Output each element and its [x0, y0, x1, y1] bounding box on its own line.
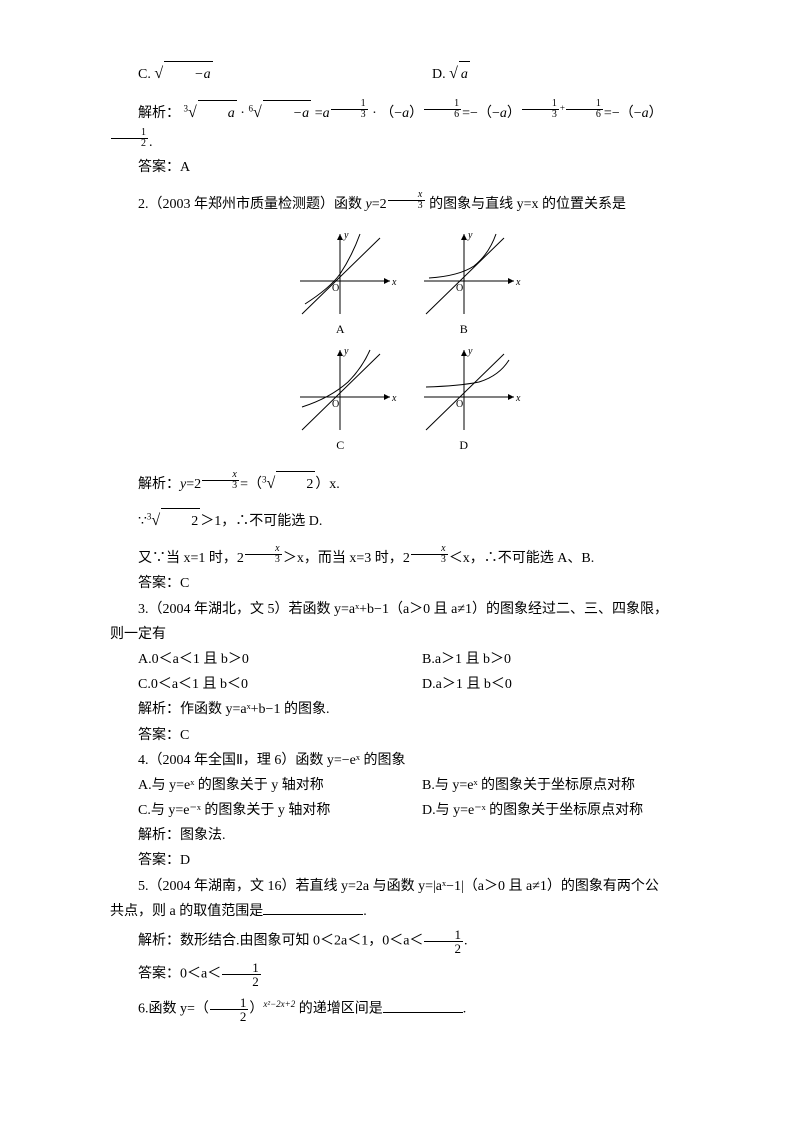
q2-stem: 2.（2003 年郑州市质量检测题）函数 y=2x3 的图象与直线 y=x 的位…: [110, 190, 694, 217]
q4-options-2: C.与 y=e⁻ˣ 的图象关于 y 轴对称 D.与 y=e⁻ˣ 的图象关于坐标原…: [110, 798, 694, 823]
svg-text:x: x: [391, 393, 397, 404]
q2-answer: 答案：C: [110, 571, 694, 596]
diagram-d: x y O: [404, 342, 524, 437]
diagram-a: x y O: [280, 226, 400, 321]
label-d: D: [404, 435, 524, 457]
svg-text:y: y: [467, 230, 473, 241]
q6-b: 的递增区间是: [295, 1002, 383, 1017]
q5-analysis: 解析：数形结合.由图象可知 0＜2a＜1，0＜a＜12.: [110, 928, 694, 955]
svg-text:O: O: [456, 283, 463, 294]
q2-line3: 又∵当 x=1 时，2x3＞x，而当 x=3 时，2x3＜x，∴不可能选 A、B…: [110, 544, 694, 571]
q1-answer: 答案：A: [110, 155, 694, 180]
q3-stem: 3.（2004 年湖北，文 5）若函数 y=aˣ+b−1（a＞0 且 a≠1）的…: [110, 597, 694, 622]
q2-tail: 的图象与直线 y=x 的位置关系是: [426, 198, 626, 213]
q3-analysis: 解析：作函数 y=aˣ+b−1 的图象.: [110, 697, 694, 722]
blank-line: [383, 998, 463, 1013]
q4-analysis: 解析：图象法.: [110, 823, 694, 848]
label-c: C: [280, 435, 400, 457]
because-symbol: ∵: [138, 514, 147, 529]
q4-options-1: A.与 y=eˣ 的图象关于 y 轴对称 B.与 y=eˣ 的图象关于坐标原点对…: [110, 773, 694, 798]
svg-text:O: O: [332, 399, 339, 410]
svg-text:y: y: [467, 346, 473, 357]
q2-line3-a: 又∵当 x=1 时，: [138, 551, 237, 566]
label-b: B: [404, 319, 524, 341]
q2-line2-tail: ＞1，∴不可能选 D.: [200, 514, 322, 529]
q5-stem-cont: 共点，则 a 的取值范围是.: [110, 899, 694, 924]
q6-exp: x²−2x+2: [263, 999, 295, 1009]
svg-text:x: x: [391, 277, 397, 288]
q3-d: D.a＞1 且 b＜0: [382, 672, 694, 697]
q3-b: B.a＞1 且 b＞0: [382, 647, 694, 672]
q3-options-1: A.0＜a＜1 且 b＞0 B.a＞1 且 b＞0: [110, 647, 694, 672]
svg-text:x: x: [515, 393, 521, 404]
q6-stem: 6.函数 y=（12）x²−2x+2 的递增区间是.: [110, 996, 694, 1023]
svg-text:y: y: [343, 230, 349, 241]
q3-stem-cont: 则一定有: [110, 622, 694, 647]
blank-line: [263, 900, 363, 915]
q5-ans-text: 答案：0＜a＜: [138, 967, 221, 982]
option-c: C. √−a: [110, 60, 372, 89]
svg-text:y: y: [343, 346, 349, 357]
svg-text:x: x: [515, 277, 521, 288]
q2-line3-b: ＞x，而当 x=3 时，: [283, 551, 403, 566]
q1-analysis: 解析： 3√a · 6√−a =a13 · （−a）16=−（−a）13+16=…: [110, 99, 694, 155]
q6-a: 6.函数 y=（: [138, 1002, 209, 1017]
option-d-label: D.: [432, 67, 449, 82]
label-a: A: [280, 319, 400, 341]
q5-answer: 答案：0＜a＜12: [110, 961, 694, 988]
q2-analysis-tail: ）x.: [315, 477, 340, 492]
q4-stem: 4.（2004 年全国Ⅱ，理 6）函数 y=−eˣ 的图象: [110, 748, 694, 773]
svg-text:O: O: [456, 399, 463, 410]
options-row: C. √−a D. √a: [110, 60, 694, 89]
q2-text: 2.（2003 年郑州市质量检测题）函数: [138, 198, 366, 213]
option-d-radicand: a: [459, 61, 470, 87]
q4-c: C.与 y=e⁻ˣ 的图象关于 y 轴对称: [110, 798, 382, 823]
diagram-c: x y O: [280, 342, 400, 437]
q3-c: C.0＜a＜1 且 b＜0: [110, 672, 382, 697]
option-c-radicand: −a: [164, 61, 212, 87]
diagram-b: x y O: [404, 226, 524, 321]
option-d: D. √a: [372, 60, 694, 89]
q2-analysis: 解析：y=2x3=（3√2）x.: [110, 470, 694, 499]
q3-options-2: C.0＜a＜1 且 b＜0 D.a＞1 且 b＜0: [110, 672, 694, 697]
q5-stem: 5.（2004 年湖南，文 16）若直线 y=2a 与函数 y=|aˣ−1|（a…: [110, 874, 694, 899]
q4-d: D.与 y=e⁻ˣ 的图象关于坐标原点对称: [382, 798, 694, 823]
q4-b: B.与 y=eˣ 的图象关于坐标原点对称: [382, 773, 694, 798]
q3-a: A.0＜a＜1 且 b＞0: [110, 647, 382, 672]
analysis-label: 解析：: [138, 106, 180, 121]
q5-cont-text: 共点，则 a 的取值范围是: [110, 904, 263, 919]
analysis-label: 解析：: [138, 477, 180, 492]
q4-answer: 答案：D: [110, 848, 694, 873]
q5-analysis-text: 解析：数形结合.由图象可知 0＜2a＜1，0＜a＜: [138, 934, 423, 949]
q4-a: A.与 y=eˣ 的图象关于 y 轴对称: [110, 773, 382, 798]
q2-line2: ∵3√2＞1，∴不可能选 D.: [110, 507, 694, 536]
svg-text:O: O: [332, 283, 339, 294]
option-c-label: C.: [138, 67, 151, 82]
q3-answer: 答案：C: [110, 723, 694, 748]
q2-line3-c: ＜x，∴不可能选 A、B.: [449, 551, 594, 566]
diagram-block: x y O x y O A B x y O x y O: [110, 226, 694, 458]
